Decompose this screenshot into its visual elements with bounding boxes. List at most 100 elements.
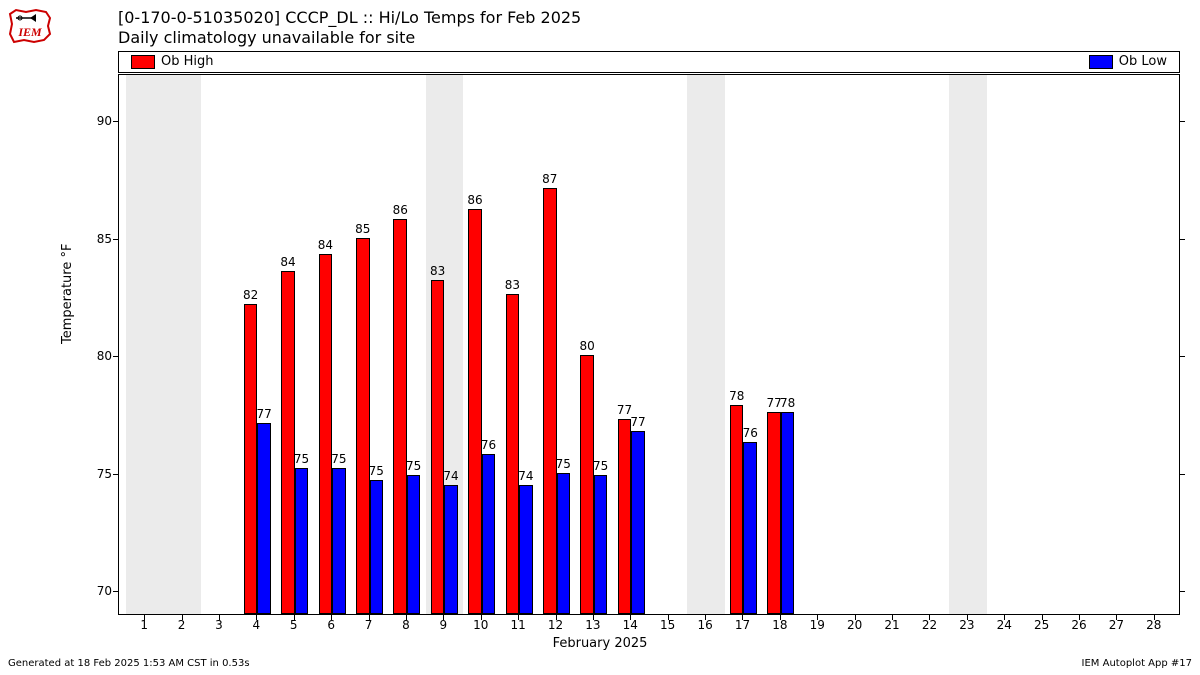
x-tick-mark — [668, 615, 669, 620]
bar-low — [631, 431, 644, 614]
svg-text:IEM: IEM — [17, 25, 42, 39]
title-line-2: Daily climatology unavailable for site — [118, 28, 581, 48]
x-tick-mark — [556, 615, 557, 620]
x-tick-label: 19 — [810, 618, 825, 632]
x-tick-mark — [1004, 615, 1005, 620]
bar-high — [730, 405, 743, 614]
x-tick-label: 2 — [178, 618, 186, 632]
bar-low — [332, 468, 345, 614]
x-tick-mark — [817, 615, 818, 620]
x-tick-label: 5 — [290, 618, 298, 632]
bar-low — [257, 423, 270, 614]
legend-swatch-low — [1089, 55, 1113, 69]
bar-low-label: 77 — [256, 407, 271, 421]
x-tick-label: 22 — [922, 618, 937, 632]
bar-low — [519, 485, 532, 614]
x-tick-mark — [219, 615, 220, 620]
x-tick-mark — [593, 615, 594, 620]
x-tick-label: 25 — [1034, 618, 1049, 632]
bar-low-label: 76 — [743, 426, 758, 440]
x-tick-mark — [1042, 615, 1043, 620]
bar-low — [407, 475, 420, 614]
x-tick-mark — [369, 615, 370, 620]
bar-high-label: 84 — [280, 255, 295, 269]
bar-high-label: 83 — [430, 264, 445, 278]
bar-low-label: 75 — [369, 464, 384, 478]
y-tick-label: 75 — [97, 467, 112, 481]
bar-high — [543, 188, 556, 614]
x-tick-mark — [481, 615, 482, 620]
x-tick-mark — [892, 615, 893, 620]
x-tick-mark — [855, 615, 856, 620]
x-tick-label: 12 — [548, 618, 563, 632]
bar-low — [594, 475, 607, 614]
legend-label-high: Ob High — [161, 54, 214, 69]
bar-high — [393, 219, 406, 614]
bar-high — [244, 304, 257, 614]
x-tick-label: 21 — [884, 618, 899, 632]
x-tick-mark — [518, 615, 519, 620]
bar-high-label: 86 — [393, 203, 408, 217]
y-tick-mark — [1180, 356, 1185, 357]
bar-high — [618, 419, 631, 614]
bar-high — [319, 254, 332, 614]
plot-area: 8284848586838683878077787777757575757476… — [118, 74, 1180, 615]
x-tick-label: 4 — [253, 618, 261, 632]
x-tick-label: 16 — [697, 618, 712, 632]
x-tick-mark — [780, 615, 781, 620]
bar-low-label: 77 — [630, 415, 645, 429]
bar-high-label: 87 — [542, 172, 557, 186]
y-tick-mark — [1180, 591, 1185, 592]
legend-item-low: Ob Low — [1089, 54, 1167, 69]
x-tick-label: 8 — [402, 618, 410, 632]
x-tick-label: 3 — [215, 618, 223, 632]
legend-item-high: Ob High — [131, 54, 214, 69]
bar-low-label: 75 — [406, 459, 421, 473]
bar-high — [580, 355, 593, 614]
x-tick-label: 11 — [510, 618, 525, 632]
x-tick-label: 24 — [997, 618, 1012, 632]
y-tick-mark — [113, 591, 118, 592]
legend: Ob High Ob Low — [118, 51, 1180, 73]
y-tick-mark — [113, 356, 118, 357]
x-tick-label: 26 — [1071, 618, 1086, 632]
bar-high — [431, 280, 444, 614]
x-tick-mark — [1116, 615, 1117, 620]
bar-low-label: 76 — [481, 438, 496, 452]
bar-low-label: 75 — [593, 459, 608, 473]
bar-low — [781, 412, 794, 614]
x-tick-mark — [443, 615, 444, 620]
bar-high-label: 82 — [243, 288, 258, 302]
x-tick-label: 18 — [772, 618, 787, 632]
x-tick-mark — [406, 615, 407, 620]
x-tick-mark — [294, 615, 295, 620]
x-tick-mark — [630, 615, 631, 620]
x-tick-label: 13 — [585, 618, 600, 632]
bar-low — [444, 485, 457, 614]
x-tick-label: 1 — [140, 618, 148, 632]
footer-generated: Generated at 18 Feb 2025 1:53 AM CST in … — [8, 658, 250, 669]
bar-high — [281, 271, 294, 614]
x-tick-label: 6 — [327, 618, 335, 632]
x-tick-label: 27 — [1109, 618, 1124, 632]
y-tick-label: 70 — [97, 584, 112, 598]
bar-high-label: 78 — [729, 389, 744, 403]
y-tick-mark — [113, 121, 118, 122]
y-tick-label: 80 — [97, 349, 112, 363]
weekend-shade — [126, 75, 201, 614]
y-axis-label: Temperature °F — [60, 244, 75, 344]
bar-high — [506, 294, 519, 614]
x-tick-mark — [182, 615, 183, 620]
bar-high-label: 80 — [580, 339, 595, 353]
bar-low — [295, 468, 308, 614]
legend-swatch-high — [131, 55, 155, 69]
x-axis-label: February 2025 — [0, 636, 1200, 651]
x-tick-label: 15 — [660, 618, 675, 632]
bar-high-label: 84 — [318, 238, 333, 252]
bar-low-label: 74 — [518, 469, 533, 483]
bar-high — [468, 209, 481, 614]
weekend-shade — [949, 75, 986, 614]
bar-low — [743, 442, 756, 614]
bar-low-label: 75 — [556, 457, 571, 471]
x-tick-mark — [1079, 615, 1080, 620]
